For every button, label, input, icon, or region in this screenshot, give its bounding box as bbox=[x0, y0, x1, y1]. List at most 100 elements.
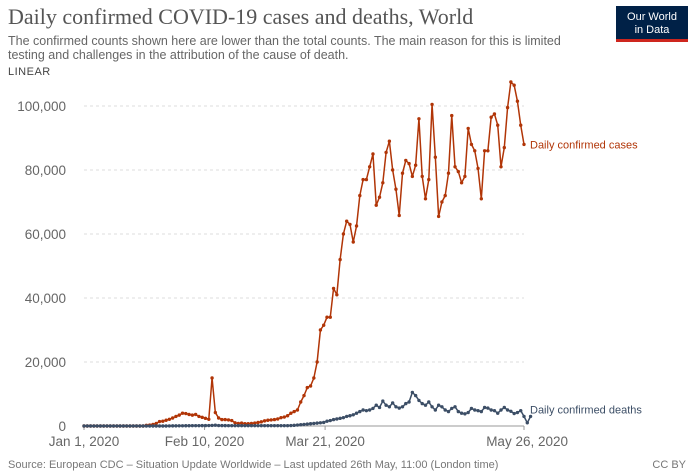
data-point bbox=[427, 400, 431, 404]
x-axis-tick-labels: Jan 1, 2020 Feb 10, 2020 Mar 21, 2020 May 2… bbox=[49, 426, 568, 449]
data-point bbox=[223, 417, 227, 422]
data-point bbox=[358, 193, 362, 198]
y-tick-label: 60,000 bbox=[25, 227, 66, 242]
data-point bbox=[233, 421, 237, 425]
data-point bbox=[453, 405, 457, 409]
data-point bbox=[318, 421, 323, 425]
data-point bbox=[170, 424, 175, 428]
data-point bbox=[239, 421, 244, 425]
data-point bbox=[213, 423, 218, 427]
data-point bbox=[276, 417, 280, 421]
data-point bbox=[433, 408, 438, 412]
data-point bbox=[236, 423, 241, 428]
data-point bbox=[443, 408, 447, 412]
data-point bbox=[499, 165, 503, 169]
data-point bbox=[305, 422, 309, 426]
data-point bbox=[147, 424, 152, 428]
data-point bbox=[207, 423, 211, 428]
data-point bbox=[138, 424, 142, 428]
data-point bbox=[269, 418, 273, 422]
data-point bbox=[305, 385, 309, 390]
data-point bbox=[220, 423, 224, 428]
data-point bbox=[450, 113, 454, 118]
data-point bbox=[519, 123, 523, 127]
data-point bbox=[203, 416, 208, 421]
data-point bbox=[479, 197, 484, 201]
data-point bbox=[515, 410, 520, 415]
data-point bbox=[187, 424, 191, 428]
data-point bbox=[230, 423, 234, 428]
data-point bbox=[85, 424, 89, 428]
data-point bbox=[427, 177, 431, 182]
data-point bbox=[482, 405, 487, 410]
data-point bbox=[276, 423, 280, 428]
data-point bbox=[367, 408, 372, 412]
data-point bbox=[312, 376, 316, 380]
data-point bbox=[354, 224, 359, 228]
data-point bbox=[502, 145, 506, 150]
data-point bbox=[351, 413, 355, 417]
data-point bbox=[144, 424, 149, 428]
data-point bbox=[394, 187, 398, 191]
data-point bbox=[499, 408, 503, 412]
data-point bbox=[446, 409, 451, 414]
data-point bbox=[157, 419, 162, 424]
data-point bbox=[463, 174, 467, 179]
data-point bbox=[430, 405, 434, 409]
data-point bbox=[486, 149, 490, 153]
data-point bbox=[128, 424, 132, 428]
data-point bbox=[207, 417, 211, 421]
data-point bbox=[312, 421, 316, 426]
data-point bbox=[522, 414, 526, 419]
data-point bbox=[341, 415, 346, 420]
data-point bbox=[443, 193, 447, 198]
data-point bbox=[164, 418, 168, 422]
license-link[interactable]: CC BY bbox=[652, 459, 686, 471]
data-point bbox=[433, 155, 438, 159]
data-point bbox=[440, 200, 444, 204]
data-point bbox=[492, 112, 497, 116]
data-point bbox=[436, 403, 441, 407]
data-point bbox=[299, 423, 303, 427]
data-point bbox=[384, 150, 388, 155]
data-point bbox=[344, 219, 349, 223]
data-point bbox=[256, 420, 260, 425]
data-point bbox=[384, 403, 388, 407]
data-point bbox=[492, 408, 497, 413]
y-tick-label: 80,000 bbox=[25, 163, 66, 178]
data-point bbox=[279, 423, 283, 428]
data-point bbox=[131, 424, 135, 428]
x-tick-label: May 26, 2020 bbox=[486, 434, 568, 449]
data-point bbox=[354, 411, 359, 415]
data-point bbox=[351, 240, 355, 244]
data-point bbox=[371, 152, 375, 156]
data-point bbox=[302, 422, 306, 427]
data-point bbox=[177, 424, 181, 428]
data-point bbox=[423, 197, 428, 201]
data-point bbox=[496, 123, 500, 127]
data-point bbox=[519, 408, 523, 413]
data-point bbox=[479, 409, 484, 414]
data-point bbox=[325, 315, 329, 319]
owid-logo[interactable]: Our World in Data bbox=[616, 6, 688, 42]
data-point bbox=[489, 115, 493, 119]
data-point bbox=[410, 174, 415, 179]
data-point bbox=[295, 423, 300, 427]
data-point bbox=[216, 416, 221, 420]
scale-toggle-button[interactable]: LINEAR bbox=[8, 66, 51, 78]
data-point bbox=[400, 405, 405, 409]
data-point bbox=[407, 161, 411, 166]
data-point bbox=[404, 158, 408, 163]
data-point bbox=[440, 405, 444, 409]
data-point bbox=[397, 406, 401, 410]
data-point bbox=[318, 328, 323, 332]
data-point bbox=[463, 412, 467, 416]
data-point bbox=[417, 398, 421, 403]
data-point bbox=[341, 232, 346, 236]
y-tick-label: 40,000 bbox=[25, 291, 66, 306]
data-point bbox=[256, 423, 260, 428]
data-point bbox=[272, 423, 277, 428]
data-point bbox=[348, 414, 352, 418]
data-point bbox=[200, 423, 204, 428]
